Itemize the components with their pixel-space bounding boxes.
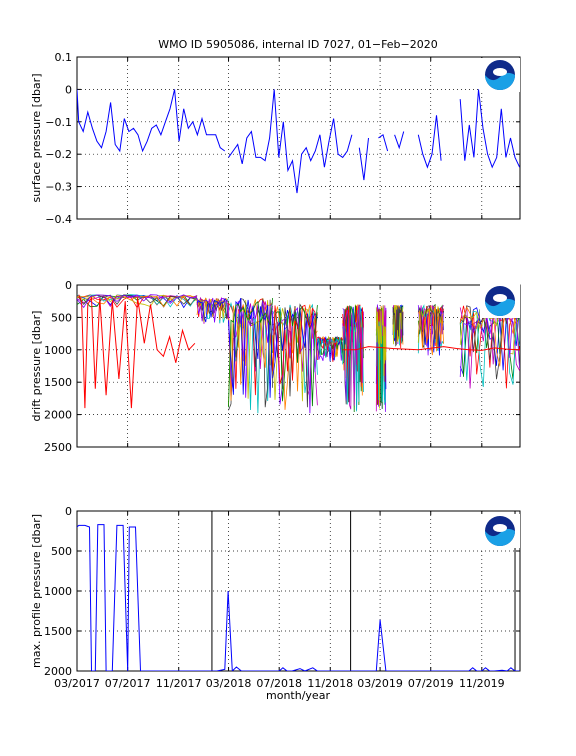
surface-pressure-line [77, 89, 226, 153]
drift-pressure-trace [317, 336, 344, 361]
surface-pressure-line [378, 133, 389, 152]
plot-area [76, 56, 521, 220]
drift-pressure-trace [459, 309, 520, 387]
y-axis-label: surface pressure [dbar] [30, 74, 43, 203]
surface-pressure-line [228, 89, 353, 194]
x-tick-label: 03/2018 [206, 677, 252, 690]
drift-pressure-trace [272, 303, 318, 408]
drift-pressure-trace [342, 305, 364, 410]
drift-pressure-trace [342, 305, 364, 412]
y-tick-label: 0 [65, 505, 72, 518]
x-tick-label: 03/2017 [54, 677, 100, 690]
y-tick-label: −0.2 [45, 148, 72, 161]
drift-pressure-trace [417, 305, 444, 343]
y-tick-label: 0 [65, 83, 72, 96]
plot-data [77, 294, 520, 414]
noaa-logo-bird [493, 524, 507, 532]
y-tick-label: 1500 [44, 625, 72, 638]
drift-pressure-trace [317, 336, 344, 356]
y-tick-label: −0.1 [45, 116, 72, 129]
figure-title: WMO ID 5905086, internal ID 7027, 01−Feb… [158, 38, 438, 51]
x-tick-label: 11/2019 [459, 677, 505, 690]
noaa-logo-wave [485, 72, 515, 90]
x-tick-label: 07/2019 [408, 677, 454, 690]
drift-pressure-trace [228, 297, 273, 408]
max-pressure-line [77, 524, 520, 671]
drift-pressure-line [78, 294, 196, 409]
drift-pressure-trace [228, 298, 273, 398]
surface-pressure-line [358, 137, 369, 181]
drift-pressure-trace [196, 298, 229, 320]
drift-pressure-trace [228, 298, 273, 400]
drift-pressure-line [342, 346, 520, 351]
noaa-logo-bird [493, 68, 507, 76]
drift-pressure-trace [417, 304, 444, 354]
plot-area [76, 510, 521, 672]
drift-pressure-trace [196, 297, 229, 323]
surface-pressure-line [394, 131, 405, 150]
x-tick-label: 11/2017 [156, 677, 202, 690]
y-tick-label: 1000 [44, 344, 72, 357]
y-tick-label: 1500 [44, 376, 72, 389]
x-tick-label: 11/2018 [307, 677, 353, 690]
drift-pressure-trace [459, 304, 520, 378]
drift-pressure-trace [196, 298, 229, 323]
drift-pressure-trace [392, 304, 404, 345]
surface-pressure-line [417, 115, 442, 169]
noaa-logo-wave [485, 298, 515, 316]
drift-pressure-trace [375, 305, 387, 409]
y-tick-label: 2000 [44, 665, 72, 678]
drift-pressure-trace [272, 304, 318, 385]
y-tick-label: 0.1 [55, 51, 73, 64]
y-axis-label: drift pressure [dbar] [30, 311, 43, 422]
y-tick-label: 500 [51, 311, 72, 324]
y-tick-label: 500 [51, 545, 72, 558]
x-tick-label: 07/2018 [256, 677, 302, 690]
y-axis-label: max. profile pressure [dbar] [30, 514, 43, 668]
x-tick-label: 07/2017 [105, 677, 151, 690]
panel-2: 0 500 1000 1500 2000 2500 drift pressure [dbar… [30, 279, 521, 454]
y-tick-label: −0.3 [45, 181, 72, 194]
drift-pressure-trace [272, 307, 318, 414]
plot-data [77, 89, 520, 194]
y-tick-label: 1000 [44, 585, 72, 598]
drift-pressure-trace [417, 307, 444, 356]
y-tick-label: −0.4 [45, 213, 72, 226]
x-tick-label: 03/2019 [357, 677, 403, 690]
drift-pressure-trace [77, 295, 198, 308]
y-tick-label: 2500 [44, 441, 72, 454]
drift-pressure-trace [459, 304, 520, 389]
drift-pressure-trace [77, 294, 198, 309]
drift-pressure-trace [392, 305, 404, 347]
y-tick-label: 0 [65, 279, 72, 292]
drift-pressure-trace [272, 305, 318, 407]
noaa-logo-bird [493, 294, 507, 302]
drift-pressure-trace [418, 306, 444, 356]
surface-pressure-line [459, 89, 520, 169]
noaa-logo-wave [485, 528, 515, 546]
x-axis-label: month/year [266, 689, 330, 702]
y-tick-label: 2000 [44, 409, 72, 422]
drift-pressure-trace [317, 336, 344, 362]
